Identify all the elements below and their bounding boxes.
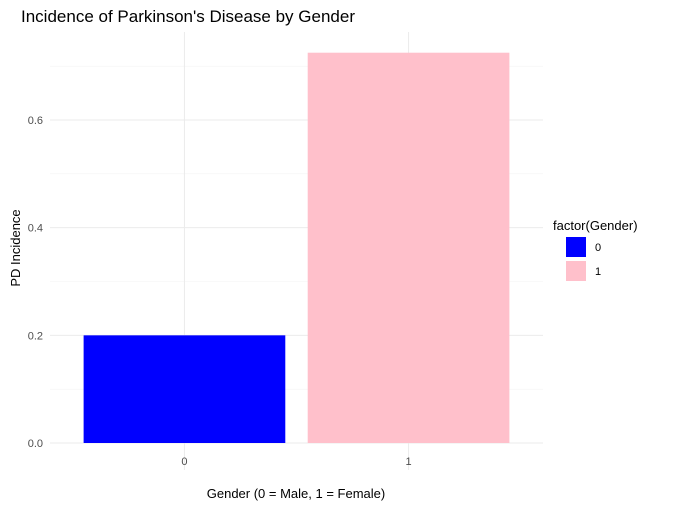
legend-label-0: 0 (595, 242, 601, 254)
y-tick-label: 0.0 (28, 438, 43, 450)
legend-title: factor(Gender) (553, 218, 638, 233)
y-axis-title: PD Incidence (8, 209, 23, 286)
legend-items: 01 (566, 237, 601, 281)
legend: factor(Gender) 01 (553, 218, 638, 281)
legend-key-0 (566, 237, 586, 257)
chart-title: Incidence of Parkinson's Disease by Gend… (21, 7, 355, 26)
y-axis-tick-labels: 0.0 0.2 0.4 0.6 (28, 115, 43, 450)
bars (83, 52, 510, 443)
x-axis-title: Gender (0 = Male, 1 = Female) (207, 486, 385, 501)
legend-label-1: 1 (595, 266, 601, 278)
y-tick-label: 0.6 (28, 115, 43, 127)
y-tick-label: 0.4 (28, 223, 43, 235)
bar-1 (307, 52, 510, 443)
y-tick-label: 0.2 (28, 330, 43, 342)
x-tick-label: 1 (405, 456, 411, 468)
bar-0 (83, 335, 286, 443)
x-tick-label: 0 (181, 456, 187, 468)
legend-key-1 (566, 261, 586, 281)
